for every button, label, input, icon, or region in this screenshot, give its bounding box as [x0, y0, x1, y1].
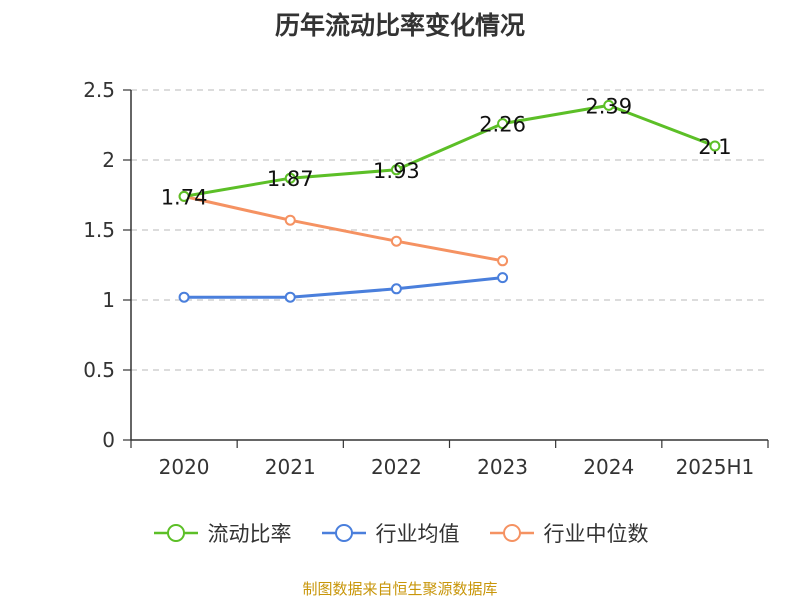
data-point	[178, 291, 190, 303]
x-tick-label: 2024	[583, 455, 634, 479]
legend-marker-current-ratio	[153, 524, 198, 542]
series-line	[184, 276, 503, 299]
data-point	[497, 272, 509, 284]
y-tick-label: 2	[102, 148, 115, 172]
data-label: 2.1	[698, 135, 731, 159]
data-point	[390, 283, 402, 295]
chart-title: 历年流动比率变化情况	[274, 11, 525, 40]
data-label: 2.39	[585, 94, 632, 118]
line-chart: 0 0.5 1 1.5 2 2.5 2020 2021 2022 2023 2024 2025H1 1.…	[83, 78, 769, 479]
data-label: 2.26	[479, 113, 526, 137]
y-tick-label: 0	[102, 428, 115, 452]
data-point	[497, 255, 509, 267]
data-point	[284, 291, 296, 303]
y-tick-label: 1.5	[83, 218, 115, 242]
data-point	[284, 214, 296, 226]
data-point	[390, 235, 402, 247]
legend-label-industry-median: 行业中位数	[543, 522, 649, 546]
series-line	[183, 103, 716, 198]
data-label: 1.74	[161, 185, 208, 209]
legend-item-industry-median[interactable]: 行业中位数	[488, 518, 649, 548]
x-tick-label: 2025H1	[676, 455, 755, 479]
data-point	[603, 99, 615, 111]
series-line	[183, 194, 503, 263]
y-tick-label: 2.5	[83, 78, 115, 102]
x-tick-label: 2023	[477, 455, 528, 479]
legend: 流动比率 行业均值 行业中位数	[0, 518, 800, 548]
x-tick-label: 2022	[371, 455, 422, 479]
data-point	[284, 172, 296, 184]
source-note: 制图数据来自恒生聚源数据库	[302, 580, 498, 598]
legend-label-industry-mean: 行业均值	[375, 522, 460, 546]
y-tick-label: 1	[102, 288, 115, 312]
y-tick-label: 0.5	[83, 358, 115, 382]
legend-marker-industry-mean	[321, 524, 366, 542]
legend-item-industry-mean[interactable]: 行业均值	[320, 518, 460, 548]
data-label: 1.87	[267, 167, 314, 191]
data-point	[497, 118, 509, 130]
data-label: 1.93	[373, 159, 420, 183]
legend-marker-industry-median	[489, 524, 534, 542]
legend-label-current-ratio: 流动比率	[207, 522, 292, 546]
data-point	[390, 164, 402, 176]
x-tick-label: 2021	[265, 455, 316, 479]
data-point	[178, 190, 190, 202]
data-point	[709, 140, 721, 152]
legend-item-current-ratio[interactable]: 流动比率	[152, 518, 292, 548]
x-tick-label: 2020	[159, 455, 210, 479]
